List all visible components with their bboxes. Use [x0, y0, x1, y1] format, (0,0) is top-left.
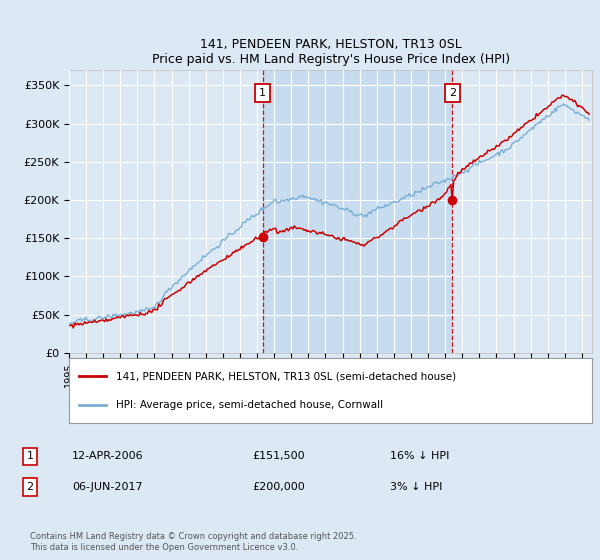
Text: 12-APR-2006: 12-APR-2006 — [72, 451, 143, 461]
Title: 141, PENDEEN PARK, HELSTON, TR13 0SL
Price paid vs. HM Land Registry's House Pri: 141, PENDEEN PARK, HELSTON, TR13 0SL Pri… — [152, 38, 509, 66]
Text: Contains HM Land Registry data © Crown copyright and database right 2025.
This d: Contains HM Land Registry data © Crown c… — [30, 532, 356, 552]
Text: £200,000: £200,000 — [252, 482, 305, 492]
Text: £151,500: £151,500 — [252, 451, 305, 461]
Text: 141, PENDEEN PARK, HELSTON, TR13 0SL (semi-detached house): 141, PENDEEN PARK, HELSTON, TR13 0SL (se… — [116, 371, 456, 381]
Text: 16% ↓ HPI: 16% ↓ HPI — [390, 451, 449, 461]
Text: 1: 1 — [26, 451, 34, 461]
Bar — [263, 70, 452, 353]
Text: 3% ↓ HPI: 3% ↓ HPI — [390, 482, 442, 492]
Text: HPI: Average price, semi-detached house, Cornwall: HPI: Average price, semi-detached house,… — [116, 400, 383, 410]
Text: 1: 1 — [259, 88, 266, 98]
Text: 06-JUN-2017: 06-JUN-2017 — [72, 482, 143, 492]
Text: 2: 2 — [26, 482, 34, 492]
Text: 2: 2 — [449, 88, 456, 98]
